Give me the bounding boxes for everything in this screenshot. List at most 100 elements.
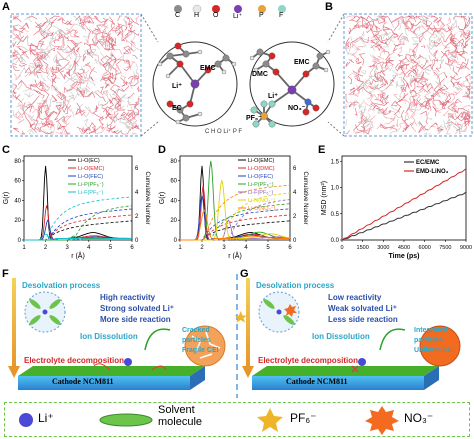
y-tick-label: 40 xyxy=(170,198,177,204)
panel-f-graphic xyxy=(8,278,226,390)
legend-entry: Li-O(FEC) xyxy=(78,174,103,180)
y-tick-label: 0 xyxy=(174,238,178,244)
panel-label-f: F xyxy=(2,268,9,280)
f-desolvation-arrow xyxy=(12,278,16,368)
legend-entry: Li-O(EC) xyxy=(78,158,100,164)
y2-axis-label: Cumulative Number xyxy=(302,171,308,224)
cluster2-pf6-label: PF₆⁻ xyxy=(246,115,262,122)
li-legend-text: Li⁺ xyxy=(38,411,54,425)
f-cathode xyxy=(18,376,190,390)
legend-entry: Li-O(EMC) xyxy=(248,158,274,164)
cumulative-line xyxy=(24,196,133,241)
x-tick-label: 4 xyxy=(244,245,248,251)
x-tick-label: 5 xyxy=(109,245,113,251)
x-tick-label: 6000 xyxy=(419,245,431,251)
x-tick-label: 1500 xyxy=(357,245,369,251)
f-electrode-top xyxy=(18,366,205,376)
x-tick-label: 6 xyxy=(288,245,292,251)
x-tick-label: 1 xyxy=(178,245,182,251)
series-line xyxy=(180,209,290,241)
x-tick-label: 0 xyxy=(340,245,343,251)
f-desolvation-label: Desolvation process xyxy=(22,281,101,290)
legend-entry: EC/EMC xyxy=(416,160,440,166)
g-decomposition: Electrolyte decomposition xyxy=(258,356,359,365)
legend-entry: Li-O(DMC) xyxy=(248,166,275,172)
g-desolvation-arrow xyxy=(246,278,250,368)
g-ion-dissolution: Ion Dissolution xyxy=(312,332,370,341)
cluster1-ec-label: EC xyxy=(172,105,182,112)
pf6-legend-icon xyxy=(257,408,283,432)
species-legend xyxy=(4,402,470,437)
y2-tick-label: 4 xyxy=(135,190,139,196)
panel-label-e: E xyxy=(318,144,326,156)
x-tick-label: 6 xyxy=(130,245,134,251)
panel-label-d: D xyxy=(158,144,166,156)
series-line xyxy=(180,178,291,241)
g-cathode xyxy=(252,376,424,390)
y-tick-label: 60 xyxy=(170,179,177,185)
g-bullet-3: Less side reaction xyxy=(328,315,398,324)
y2-tick-label: 0 xyxy=(135,238,139,244)
cumulative-line xyxy=(180,214,291,241)
y-tick-label: 20 xyxy=(14,218,21,224)
y-tick-label: 20 xyxy=(170,218,177,224)
cluster1-li-label: Li⁺ xyxy=(172,83,182,90)
f-ion-dissolution: Ion Dissolution xyxy=(80,332,138,341)
no3-legend-text: NO₃⁻ xyxy=(404,411,434,425)
panel-label-c: C xyxy=(2,144,10,156)
y2-tick-label: 2 xyxy=(293,214,297,220)
li-solvation-cluster-1 xyxy=(157,42,237,125)
f-particle-text-3: Fragile CEI xyxy=(182,347,219,354)
y-tick-label: 0 xyxy=(18,238,22,244)
y2-tick-label: 2 xyxy=(135,214,139,220)
x-tick-label: 1 xyxy=(22,245,26,251)
x-tick-label: 4500 xyxy=(398,245,410,251)
x-tick-label: 2 xyxy=(200,245,204,251)
legend-entry: Li-N(NO₃⁻) xyxy=(248,198,275,204)
g-particle-text-1: Integrated xyxy=(414,327,448,334)
series-line xyxy=(180,185,290,241)
legend-entry: Li-F(PF₆⁻) xyxy=(248,190,273,196)
cumulative-line xyxy=(180,220,291,241)
legend-entry: EMD-LiNO₃ xyxy=(416,169,449,175)
g-electrode-top xyxy=(252,366,439,376)
g-integrated-particle xyxy=(419,325,461,367)
legend-entry: Li-F(PF₆⁻) xyxy=(78,190,103,196)
x-axis-label: Time (ps) xyxy=(389,253,420,260)
series-line xyxy=(24,233,132,241)
f-bullet-1: High reactivity xyxy=(100,293,156,302)
atom-legend xyxy=(172,2,302,14)
chart-e: 0 1500 3000 4500 6000 7500 9000 0.0 0.5 1.0 1.5 Tim… xyxy=(321,155,472,260)
g-desolvation-label: Desolvation process xyxy=(256,281,335,290)
y-tick-label: 0.5 xyxy=(331,212,340,218)
g-bullet-1: Low reactivity xyxy=(328,293,382,302)
cumulative-line xyxy=(24,208,133,241)
solvent-legend-text: Solvent molecule xyxy=(158,404,203,428)
panel-label-a: A xyxy=(2,1,10,13)
y-axis-label: G(r) xyxy=(159,192,166,204)
cumulative-line xyxy=(180,184,291,241)
y-axis-label: MSD (nm²) xyxy=(321,181,328,215)
y-tick-label: 1.0 xyxy=(331,186,340,192)
x-tick-label: 3 xyxy=(66,245,70,251)
y-tick-label: 40 xyxy=(14,198,21,204)
legend-entry: Li-O(EMC) xyxy=(78,166,104,172)
no3-legend-icon xyxy=(365,406,399,435)
md-snapshots xyxy=(10,13,473,137)
x-tick-label: 3 xyxy=(222,245,226,251)
y2-tick-label: 6 xyxy=(293,166,297,172)
g-particle-text-2: particles xyxy=(414,337,443,344)
msd-series-line xyxy=(341,191,467,241)
f-particle-text-1: Cracked xyxy=(182,327,210,334)
f-decomposition: Electrolyte decomposition xyxy=(24,356,125,365)
f-bullet-3: More side reaction xyxy=(100,315,171,324)
cluster2-li-label: Li⁺ xyxy=(268,93,278,100)
y2-tick-label: 4 xyxy=(293,190,297,196)
g-bullet-2: Weak solvated Li⁺ xyxy=(328,304,397,313)
legend-entry: Li-O(NO₃⁻) xyxy=(248,206,276,212)
g-cathode-label: Cathode NCM811 xyxy=(286,377,348,386)
x-tick-label: 5 xyxy=(266,245,270,251)
x-tick-label: 2 xyxy=(44,245,48,251)
cumulative-line xyxy=(180,192,291,241)
